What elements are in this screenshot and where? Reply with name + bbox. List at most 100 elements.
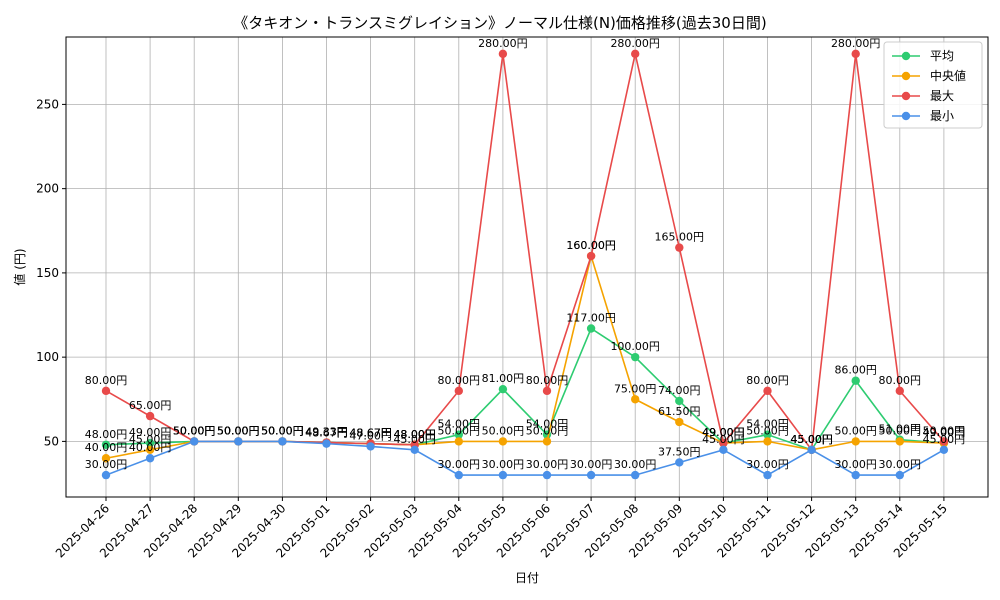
data-label: 40.00円 [129, 441, 172, 454]
data-point [101, 440, 111, 449]
data-label: 30.00円 [526, 458, 569, 471]
data-label: 80.00円 [438, 374, 481, 387]
data-point [278, 437, 287, 446]
data-label: 49.00円 [923, 426, 966, 439]
data-label: 100.00円 [610, 340, 660, 353]
data-point [101, 386, 111, 396]
data-point [145, 445, 155, 455]
data-point [454, 470, 463, 480]
data-label: 50.00円 [217, 424, 260, 437]
legend-entry: 最大 [930, 89, 954, 103]
data-label: 74.00円 [658, 384, 701, 397]
data-label: 86.00円 [834, 364, 877, 377]
x-axis-label: 日付 [515, 571, 539, 585]
data-label: 30.00円 [85, 458, 128, 471]
series-layer [101, 49, 949, 480]
data-point [586, 324, 596, 333]
data-label: 49.00円 [923, 426, 966, 439]
data-label: 49.00円 [702, 426, 745, 439]
data-label: 30.00円 [570, 458, 613, 471]
data-label: 50.00円 [173, 424, 216, 437]
data-label: 50.00円 [173, 424, 216, 437]
data-label: 45.00円 [790, 433, 833, 446]
data-point [498, 437, 508, 446]
data-point [234, 437, 243, 446]
data-label: 30.00円 [879, 458, 922, 471]
data-point [542, 437, 552, 446]
data-point [895, 470, 904, 480]
legend-swatch-marker [901, 71, 911, 81]
data-label: 37.50円 [658, 445, 701, 458]
y-axis-label: 値 (円) [12, 248, 27, 285]
data-label: 30.00円 [834, 458, 877, 471]
y-tick-label: 100 [36, 350, 59, 364]
y-tick-label: 250 [36, 97, 59, 111]
data-point [851, 376, 860, 385]
y-tick-label: 200 [36, 182, 59, 196]
data-label: 47.00円 [349, 429, 392, 442]
plot-frame [65, 36, 989, 498]
data-point [454, 437, 463, 446]
data-point [939, 437, 949, 446]
data-label: 54.00円 [438, 418, 481, 431]
data-label: 50.00円 [173, 424, 216, 437]
data-label: 65.00円 [129, 399, 172, 412]
data-label: 280.00円 [610, 37, 660, 50]
data-label: 50.00円 [834, 424, 877, 437]
data-label: 50.00円 [217, 424, 260, 437]
data-label: 49.33円 [305, 426, 348, 439]
data-label: 49.00円 [702, 426, 745, 439]
data-label: 50.00円 [217, 424, 260, 437]
data-point [498, 384, 508, 394]
legend-swatch-marker [901, 111, 911, 121]
data-point [586, 251, 596, 261]
data-label: 45.00円 [790, 433, 833, 446]
data-point [322, 439, 331, 448]
legend-entry: 最小 [930, 109, 954, 123]
data-label: 50.00円 [217, 424, 260, 437]
data-point [675, 458, 684, 467]
data-label: 50.00円 [746, 424, 789, 437]
data-label: 117.00円 [566, 312, 616, 325]
data-point [631, 352, 640, 362]
data-point [851, 470, 860, 480]
data-label: 54.00円 [746, 418, 789, 431]
data-label: 30.00円 [746, 458, 789, 471]
data-label: 160.00円 [566, 239, 616, 252]
chart-title: 《タキオン・トランスミグレイション》ノーマル仕様(N)価格推移(過去30日間) [233, 14, 766, 32]
data-label: 45.00円 [393, 433, 436, 446]
data-point [366, 442, 375, 451]
legend-swatch-marker [901, 91, 911, 101]
data-label: 80.00円 [879, 374, 922, 387]
data-label: 45.00円 [923, 433, 966, 446]
data-label: 45.00円 [129, 433, 172, 446]
data-label: 50.00円 [879, 424, 922, 437]
data-label: 48.67円 [349, 427, 392, 440]
data-label: 49.33円 [305, 426, 348, 439]
data-label: 48.00円 [393, 428, 436, 441]
data-point [675, 396, 684, 406]
data-label: 280.00円 [831, 37, 881, 50]
data-label: 45.00円 [790, 433, 833, 446]
data-label: 51.00円 [879, 423, 922, 436]
data-label: 45.00円 [702, 433, 745, 446]
data-label: 30.00円 [614, 458, 657, 471]
data-label: 61.50円 [658, 405, 701, 418]
data-point [586, 470, 596, 480]
data-point [101, 454, 111, 463]
data-point [410, 445, 419, 455]
data-point [101, 470, 111, 480]
data-point [498, 470, 508, 480]
legend-box [883, 41, 983, 129]
data-label: 48.00円 [393, 428, 436, 441]
data-point [542, 470, 552, 480]
data-label: 280.00円 [478, 37, 528, 50]
data-label: 50.00円 [923, 424, 966, 437]
series-line-3 [105, 440, 945, 477]
data-label: 165.00円 [655, 231, 705, 244]
data-label: 54.00円 [526, 418, 569, 431]
legend-entry: 平均 [930, 49, 954, 63]
data-point [145, 411, 155, 421]
